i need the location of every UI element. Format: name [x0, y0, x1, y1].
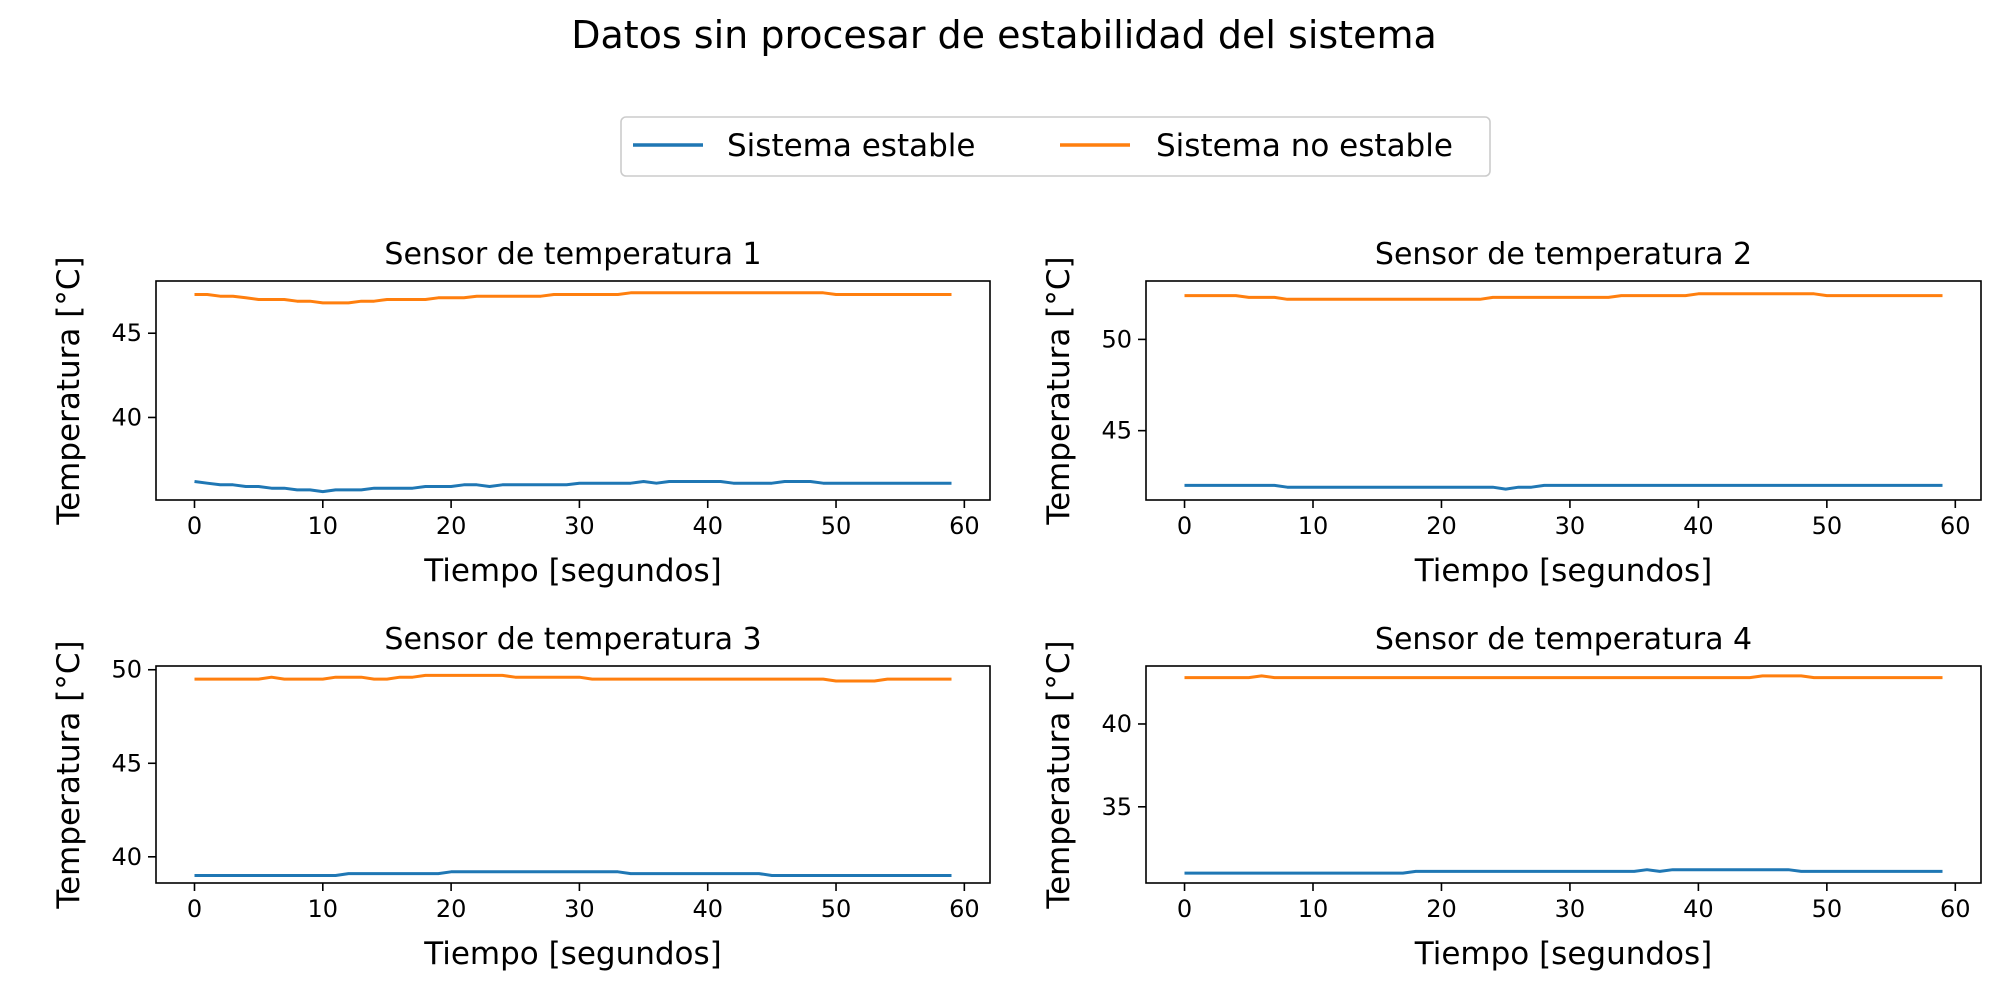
- y-axis-label: Temperatura [°C]: [1041, 640, 1077, 909]
- series-line-estable: [1184, 868, 1943, 875]
- y-axis-label: Temperatura [°C]: [51, 640, 87, 909]
- y-tick-label: 45: [1101, 417, 1132, 445]
- x-tick-label: 30: [1555, 512, 1586, 540]
- x-tick-label: 10: [308, 512, 339, 540]
- x-axis-label: Tiempo [segundos]: [423, 553, 722, 589]
- axes-frame: [155, 665, 991, 884]
- y-tick-label: 40: [111, 403, 142, 431]
- subplots: 0 10 20 30 40 50 60 40 45 Sensor de temperatura 1…: [51, 237, 1982, 972]
- legend-label: Sistema no estable: [1156, 128, 1453, 164]
- x-tick-label: 20: [1426, 512, 1457, 540]
- subplot-3: 0 10 20 30 40 50 60 40 45 50 Sensor de temperatura…: [51, 622, 991, 972]
- x-tick-label: 60: [949, 512, 980, 540]
- x-tick-label: 0: [1177, 512, 1192, 540]
- x-tick-label: 10: [1298, 512, 1329, 540]
- subplot-title: Sensor de temperatura 2: [1375, 237, 1752, 272]
- x-tick-label: 60: [1940, 895, 1971, 923]
- subplot-title: Sensor de temperatura 4: [1375, 622, 1752, 657]
- x-tick-label: 40: [692, 512, 723, 540]
- x-tick-label: 50: [821, 895, 852, 923]
- subplot-1: 0 10 20 30 40 50 60 40 45 Sensor de temperatura 1…: [51, 237, 991, 589]
- legend: Sistema estable Sistema no estable: [620, 116, 1491, 177]
- x-tick-label: 30: [564, 512, 595, 540]
- subplot-2: 0 10 20 30 40 50 60 45 50 Sensor de temperatura 2…: [1041, 237, 1982, 589]
- x-tick-label: 10: [308, 895, 339, 923]
- y-tick-label: 45: [111, 749, 142, 777]
- figure-title: Datos sin procesar de estabilidad del si…: [571, 13, 1437, 57]
- y-tick-label: 50: [111, 656, 142, 684]
- y-tick-label: 50: [1101, 325, 1132, 353]
- x-tick-label: 40: [1683, 895, 1714, 923]
- y-axis-label: Temperatura [°C]: [51, 256, 87, 525]
- x-axis-label: Tiempo [segundos]: [1414, 936, 1713, 972]
- x-axis-label: Tiempo [segundos]: [1414, 553, 1713, 589]
- series-line-no-estable: [1184, 674, 1943, 680]
- y-tick-label: 40: [111, 843, 142, 871]
- axes-frame: [155, 280, 991, 501]
- x-tick-label: 20: [1426, 895, 1457, 923]
- x-tick-label: 20: [436, 512, 467, 540]
- series-line-no-estable: [194, 673, 952, 683]
- subplot-4: 0 10 20 30 40 50 60 35 40 Sensor de temperatura 4…: [1041, 622, 1982, 972]
- legend-frame: [620, 116, 1491, 177]
- x-tick-label: 0: [187, 512, 202, 540]
- y-tick-label: 35: [1101, 793, 1132, 821]
- subplot-title: Sensor de temperatura 1: [384, 237, 761, 272]
- legend-label: Sistema estable: [727, 128, 975, 164]
- x-axis-label: Tiempo [segundos]: [423, 936, 722, 972]
- x-tick-label: 30: [1555, 895, 1586, 923]
- x-tick-label: 30: [564, 895, 595, 923]
- y-tick-label: 40: [1101, 710, 1132, 738]
- x-tick-label: 40: [692, 895, 723, 923]
- x-tick-label: 50: [1812, 512, 1843, 540]
- x-tick-label: 0: [1177, 895, 1192, 923]
- series-line-estable: [194, 480, 952, 494]
- subplot-title: Sensor de temperatura 3: [384, 622, 761, 657]
- x-tick-label: 20: [436, 895, 467, 923]
- x-tick-label: 0: [187, 895, 202, 923]
- axes-frame: [1145, 665, 1982, 884]
- x-tick-label: 60: [949, 895, 980, 923]
- x-tick-label: 10: [1298, 895, 1329, 923]
- x-tick-label: 40: [1683, 512, 1714, 540]
- series-line-no-estable: [1184, 292, 1943, 301]
- x-tick-label: 60: [1940, 512, 1971, 540]
- y-tick-label: 45: [111, 319, 142, 347]
- x-tick-label: 50: [821, 512, 852, 540]
- x-tick-label: 50: [1812, 895, 1843, 923]
- series-line-estable: [194, 870, 952, 877]
- axes-frame: [1145, 280, 1982, 501]
- series-line-estable: [1184, 483, 1943, 491]
- series-line-no-estable: [194, 291, 952, 305]
- y-axis-label: Temperatura [°C]: [1041, 256, 1077, 525]
